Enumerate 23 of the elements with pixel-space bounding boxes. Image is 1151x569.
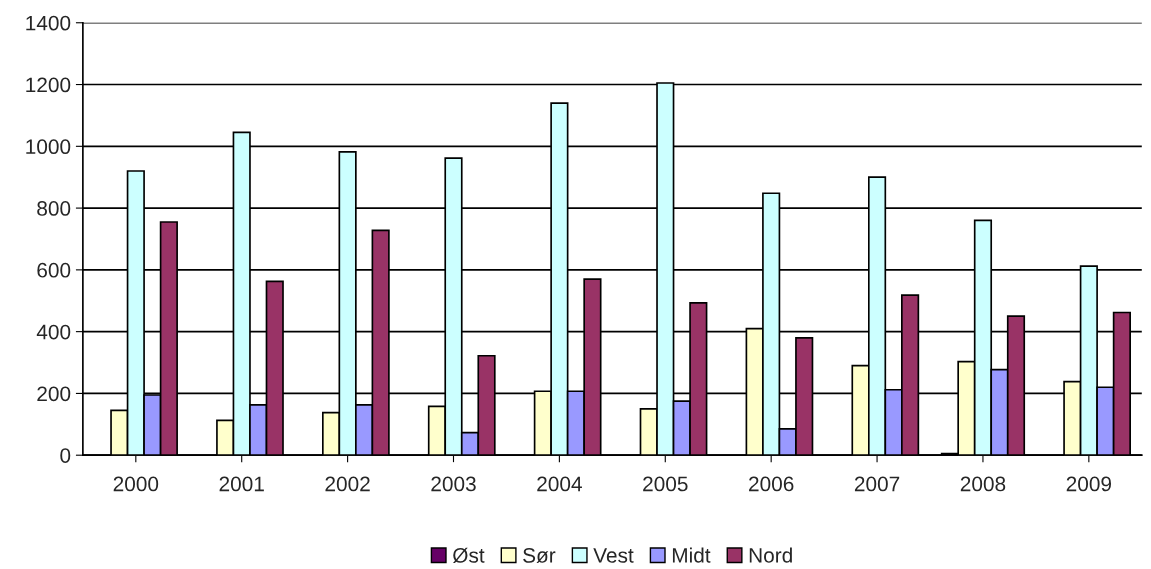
y-tick-label: 200 xyxy=(37,386,71,402)
y-tick-label: 1200 xyxy=(26,77,71,93)
legend-label: Øst xyxy=(452,547,485,564)
legend-label: Midt xyxy=(672,547,711,563)
legend-label: Sør xyxy=(523,548,556,563)
x-tick-label: 2005 xyxy=(643,476,688,492)
x-tick-label: 2000 xyxy=(113,476,159,492)
x-tick-label: 2008 xyxy=(960,476,1006,492)
y-tick-label: 800 xyxy=(37,201,71,216)
y-tick-label: 1000 xyxy=(26,139,71,155)
x-tick-label: 2007 xyxy=(854,476,900,492)
legend-label: Vest xyxy=(593,548,634,563)
legend-label: Nord xyxy=(749,547,792,563)
x-tick-label: 2004 xyxy=(537,476,582,492)
y-tick-label: 1400 xyxy=(26,15,71,31)
y-tick-label: 400 xyxy=(36,324,71,340)
x-tick-label: 2002 xyxy=(325,476,370,492)
x-tick-label: 2003 xyxy=(431,476,476,492)
x-tick-label: 2006 xyxy=(749,476,794,492)
x-tick-label: 2001 xyxy=(219,476,264,492)
y-tick-label: 0 xyxy=(60,448,71,463)
y-tick-label: 600 xyxy=(37,262,71,278)
x-tick-label: 2009 xyxy=(1066,476,1112,492)
